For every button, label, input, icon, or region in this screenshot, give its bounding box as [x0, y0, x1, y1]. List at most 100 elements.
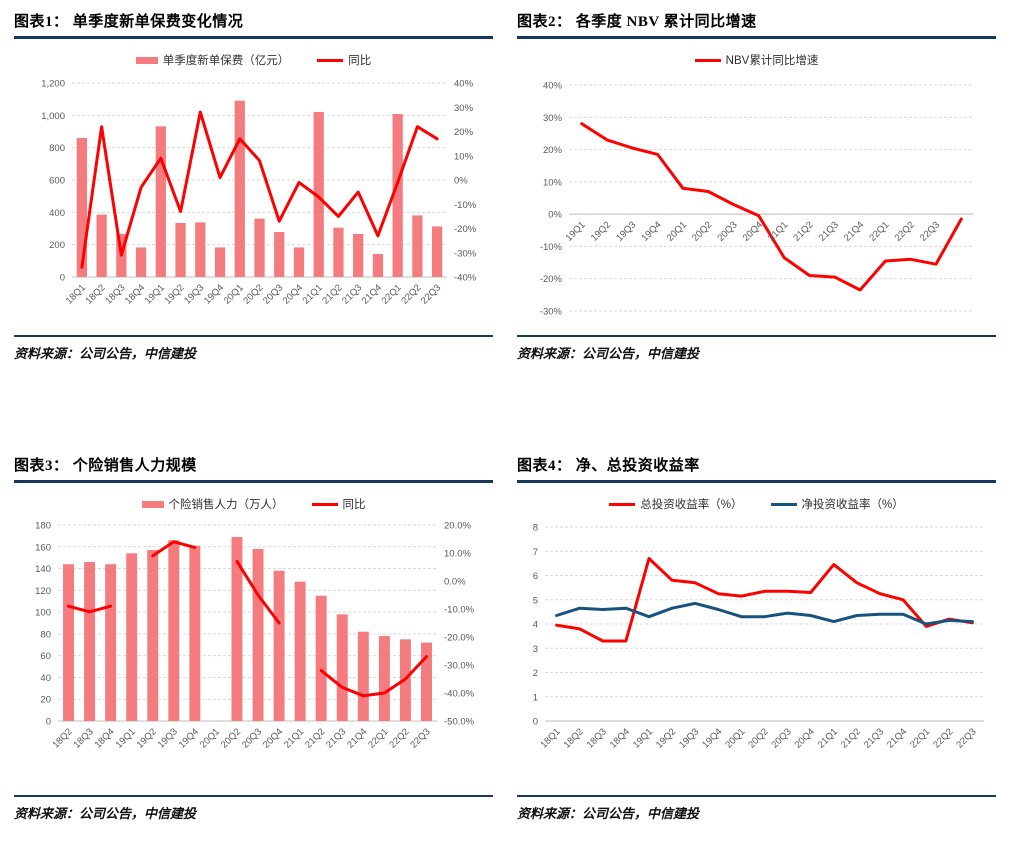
left-axis-tick-label: 20% [543, 145, 563, 156]
bar [372, 254, 384, 277]
chart1-legend: 单季度新单保费（亿元） 同比 [14, 52, 493, 68]
legend-line-swatch [311, 502, 338, 506]
right-axis-tick-label: -50.0% [444, 717, 475, 728]
right-axis-tick-label: 10% [454, 151, 474, 162]
x-axis-category-label: 18Q3 [71, 726, 95, 750]
left-axis-tick-label: 800 [49, 143, 65, 154]
bar [96, 214, 107, 277]
bar [412, 215, 423, 277]
bar [293, 247, 305, 277]
bar [313, 111, 324, 278]
panel-chart1: 图表1： 单季度新单保费变化情况 单季度新单保费（亿元） 同比 0 200 400 60… [14, 10, 493, 362]
line-series [80, 110, 439, 269]
chart2-canvas: -30% -20% -10% 0% 10% 20% 30% 40% 19Q1 19Q2 19Q3 19… [540, 81, 974, 318]
x-axis-category-label: 18Q3 [585, 726, 609, 750]
x-axis-category-label: 21Q1 [816, 726, 840, 750]
legend-label: 净投资收益率（%） [801, 499, 904, 511]
x-axis-category-label: 22Q2 [893, 219, 917, 243]
bar [392, 114, 403, 277]
legend-item: 单季度新单保费（亿元） [135, 52, 290, 68]
source-rule [14, 795, 493, 797]
left-axis-tick-label: 8 [533, 523, 538, 534]
legend-line-swatch [694, 58, 721, 62]
x-axis-category-label: 21Q1 [766, 219, 790, 243]
x-axis-category-label: 22Q1 [380, 282, 404, 306]
bar-series [63, 536, 432, 721]
left-axis-tick-label: 2 [533, 668, 538, 679]
x-axis-category-label: 19Q4 [177, 726, 201, 750]
bar [254, 218, 265, 277]
bar [231, 536, 243, 721]
panel-chart3: 图表3： 个险销售人力规模 个险销售人力（万人） 同比 0 20 40 60 80 100 1… [14, 454, 493, 822]
chart2-source: 资料来源：公司公告，中信建投 [517, 346, 700, 361]
chart3-title: 图表3： 个险销售人力规模 [14, 458, 197, 474]
right-axis-tick-label: 20.0% [444, 521, 471, 532]
x-axis-category-label: 22Q2 [931, 726, 955, 750]
bar [378, 636, 390, 721]
x-axis-category-label: 19Q4 [700, 726, 724, 750]
x-axis-category-label: 21Q2 [303, 726, 327, 750]
bar [168, 540, 180, 721]
x-axis-category-label: 19Q2 [654, 726, 678, 750]
title-rule [517, 480, 996, 483]
report-page: 图表1： 单季度新单保费变化情况 单季度新单保费（亿元） 同比 0 200 400 60… [14, 10, 996, 822]
panel-chart4: 图表4： 净、总投资收益率 总投资收益率（%） 净投资收益率（%） 0 1 2 3 4 5 6… [517, 454, 996, 822]
left-axis-tick-label: 0 [46, 717, 51, 728]
x-axis-category-label: 21Q3 [340, 282, 364, 306]
title-rule [517, 36, 996, 39]
legend-item: NBV累计同比增速 [694, 52, 818, 68]
bar [147, 550, 159, 721]
chart4-title: 图表4： 净、总投资收益率 [517, 458, 700, 474]
left-axis-tick-label: 60 [40, 651, 51, 662]
x-axis-category-label: 21Q3 [817, 219, 841, 243]
x-axis-category-label: 21Q2 [839, 726, 863, 750]
x-axis-category-label: 21Q3 [324, 726, 348, 750]
right-axis-tick-label: -10.0% [444, 605, 475, 616]
bar [353, 233, 364, 277]
source-rule [14, 335, 493, 337]
bar [273, 570, 285, 721]
x-axis-category-label: 20Q2 [219, 726, 243, 750]
right-axis-tick-label: 30% [454, 103, 474, 114]
left-axis-tick-label: 140 [35, 564, 51, 575]
x-axis-category-label: 18Q4 [93, 726, 117, 750]
x-axis-category-label: 20Q1 [723, 726, 747, 750]
x-axis-category-label: 19Q2 [589, 219, 613, 243]
x-axis-category-label: 18Q3 [103, 282, 127, 306]
left-axis-tick-label: 180 [35, 521, 51, 532]
bar [252, 548, 264, 721]
right-axis-tick-label: -40.0% [444, 689, 475, 700]
x-axis-category-label: 20Q4 [793, 726, 817, 750]
x-axis-category-label: 20Q1 [665, 219, 689, 243]
x-axis-category-label: 18Q2 [84, 282, 108, 306]
left-axis-tick-label: 20 [40, 695, 51, 706]
x-axis-category-label: 21Q4 [345, 726, 369, 750]
left-axis-tick-label: 4 [533, 620, 538, 631]
right-axis-tick-label: -20% [454, 224, 477, 235]
x-axis-category-label: 18Q2 [562, 726, 586, 750]
bar [105, 564, 117, 721]
legend-label: 同比 [348, 55, 372, 67]
panel-chart2: 图表2： 各季度 NBV 累计同比增速 NBV累计同比增速 -30% -20% -1… [517, 10, 996, 362]
x-axis-category-label: 22Q2 [387, 726, 411, 750]
x-axis-category-label: 19Q3 [677, 726, 701, 750]
x-axis-category-label: 21Q1 [301, 282, 325, 306]
bar [274, 232, 285, 277]
legend-label: 单季度新单保费（亿元） [162, 55, 290, 67]
x-axis-category-label: 18Q1 [64, 282, 88, 306]
legend-label: 个险销售人力（万人） [168, 499, 284, 511]
legend-item: 个险销售人力（万人） [141, 496, 284, 512]
x-axis-category-label: 19Q4 [202, 282, 226, 306]
x-axis-category-label: 22Q3 [408, 726, 432, 750]
left-axis-tick-label: 1,200 [41, 79, 65, 90]
chart1-title: 图表1： 单季度新单保费变化情况 [14, 14, 244, 30]
x-axis-category-label: 19Q1 [631, 726, 655, 750]
right-axis-tick-label: -30.0% [444, 661, 475, 672]
left-axis-tick-label: -20% [540, 274, 563, 285]
legend-label: 同比 [342, 499, 366, 511]
bar [214, 247, 226, 277]
x-axis-category-label: 19Q2 [162, 282, 186, 306]
bar [175, 223, 186, 277]
x-axis-category-label: 19Q2 [135, 726, 159, 750]
chart2-legend: NBV累计同比增速 [517, 52, 996, 68]
